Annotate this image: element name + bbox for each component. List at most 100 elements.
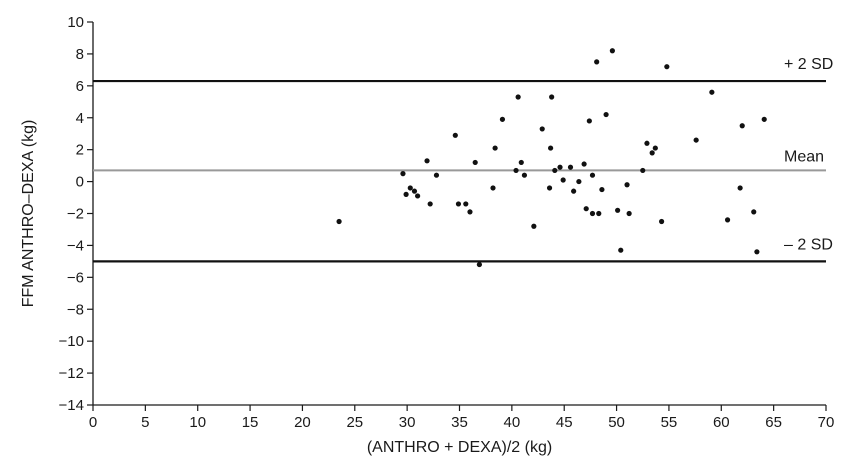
data-point — [737, 185, 743, 191]
data-point — [649, 150, 655, 156]
data-point — [531, 223, 537, 229]
data-point — [518, 159, 524, 166]
data-point — [521, 172, 528, 178]
data-point — [615, 207, 621, 213]
data-point — [754, 249, 760, 255]
data-point — [644, 140, 650, 146]
data-point — [560, 177, 566, 183]
data-point — [336, 218, 342, 225]
data-point — [583, 206, 589, 212]
data-point — [626, 210, 632, 217]
x-tick-label: 60 — [713, 414, 730, 431]
data-point — [424, 158, 430, 164]
data-point — [724, 217, 731, 223]
upper-limit-label: + 2 SD — [784, 56, 833, 73]
x-tick-label: 30 — [399, 414, 416, 431]
y-tick-label: 6 — [76, 78, 84, 95]
x-tick-label: 55 — [661, 414, 678, 431]
y-tick-label: −4 — [67, 237, 84, 254]
data-point — [452, 132, 458, 138]
y-tick-label: −12 — [59, 365, 84, 382]
data-point — [652, 145, 658, 151]
data-point — [751, 209, 757, 215]
y-tick-label: −14 — [59, 397, 84, 414]
data-point — [658, 218, 665, 225]
data-point — [427, 201, 433, 207]
data-point — [596, 210, 602, 217]
data-point — [567, 164, 574, 170]
lower-limit-label: – 2 SD — [784, 236, 833, 253]
data-point — [546, 185, 553, 191]
x-tick-label: 40 — [504, 414, 521, 431]
data-point — [403, 191, 409, 197]
data-point — [548, 145, 554, 151]
data-point — [586, 118, 592, 124]
data-point — [513, 167, 519, 174]
data-point — [549, 94, 555, 100]
x-tick-label: 0 — [89, 414, 97, 431]
y-tick-label: −6 — [67, 269, 84, 286]
data-points — [336, 48, 767, 268]
y-tick-label: −10 — [59, 333, 84, 350]
y-tick-label: 2 — [76, 142, 84, 159]
data-point — [709, 89, 715, 95]
y-tick-label: 8 — [76, 46, 84, 63]
x-tick-label: 25 — [346, 414, 363, 431]
data-point — [589, 210, 596, 217]
data-point — [539, 126, 545, 132]
data-point — [472, 159, 478, 166]
data-point — [455, 201, 462, 207]
x-tick-label: 50 — [608, 414, 625, 431]
data-point — [693, 137, 699, 143]
data-point — [664, 64, 670, 70]
data-point — [624, 182, 630, 188]
data-point — [433, 172, 440, 178]
data-point — [739, 123, 745, 129]
data-point — [609, 48, 615, 54]
data-point — [599, 186, 605, 193]
y-axis-ticks: 10 8 6 4 2 0 −2 −4 −6 −8 −10 −12 −14 — [59, 14, 93, 414]
data-point — [400, 171, 406, 177]
data-point — [589, 172, 596, 178]
y-tick-label: −2 — [67, 206, 84, 223]
x-tick-label: 10 — [189, 414, 206, 431]
x-tick-label: 45 — [556, 414, 573, 431]
data-point — [476, 261, 482, 268]
y-tick-label: 10 — [67, 14, 84, 31]
x-axis-ticks: 0 5 10 15 20 25 30 35 40 45 50 55 60 65 70 — [89, 405, 835, 431]
data-point — [467, 209, 473, 215]
data-point — [571, 188, 577, 194]
data-point — [603, 111, 609, 118]
data-point — [407, 185, 413, 191]
data-point — [618, 247, 624, 253]
y-tick-label: 4 — [76, 110, 84, 127]
mean-label: Mean — [784, 148, 824, 165]
x-tick-label: 65 — [765, 414, 782, 431]
y-axis-title: FFM ANTHRO–DEXA (kg) — [20, 120, 37, 308]
reference-lines: + 2 SD Mean – 2 SD — [93, 56, 833, 263]
x-tick-label: 20 — [294, 414, 311, 431]
x-axis-title: (ANTHRO + DEXA)/2 (kg) — [367, 439, 552, 456]
data-point — [415, 193, 421, 199]
data-point — [411, 188, 418, 194]
x-tick-label: 35 — [451, 414, 468, 431]
data-point — [576, 178, 582, 185]
data-point — [490, 185, 496, 191]
x-tick-label: 15 — [242, 414, 259, 431]
data-point — [552, 167, 558, 174]
data-point — [640, 167, 646, 174]
data-point — [515, 94, 521, 100]
x-tick-label: 5 — [141, 414, 149, 431]
y-tick-label: −8 — [67, 301, 84, 318]
data-point — [761, 116, 767, 122]
data-point — [557, 164, 563, 170]
data-point — [581, 161, 587, 167]
data-point — [499, 116, 506, 122]
data-point — [463, 201, 469, 207]
y-tick-label: 0 — [76, 174, 84, 191]
data-point — [594, 59, 600, 65]
x-tick-label: 70 — [818, 414, 835, 431]
data-point — [492, 145, 498, 151]
